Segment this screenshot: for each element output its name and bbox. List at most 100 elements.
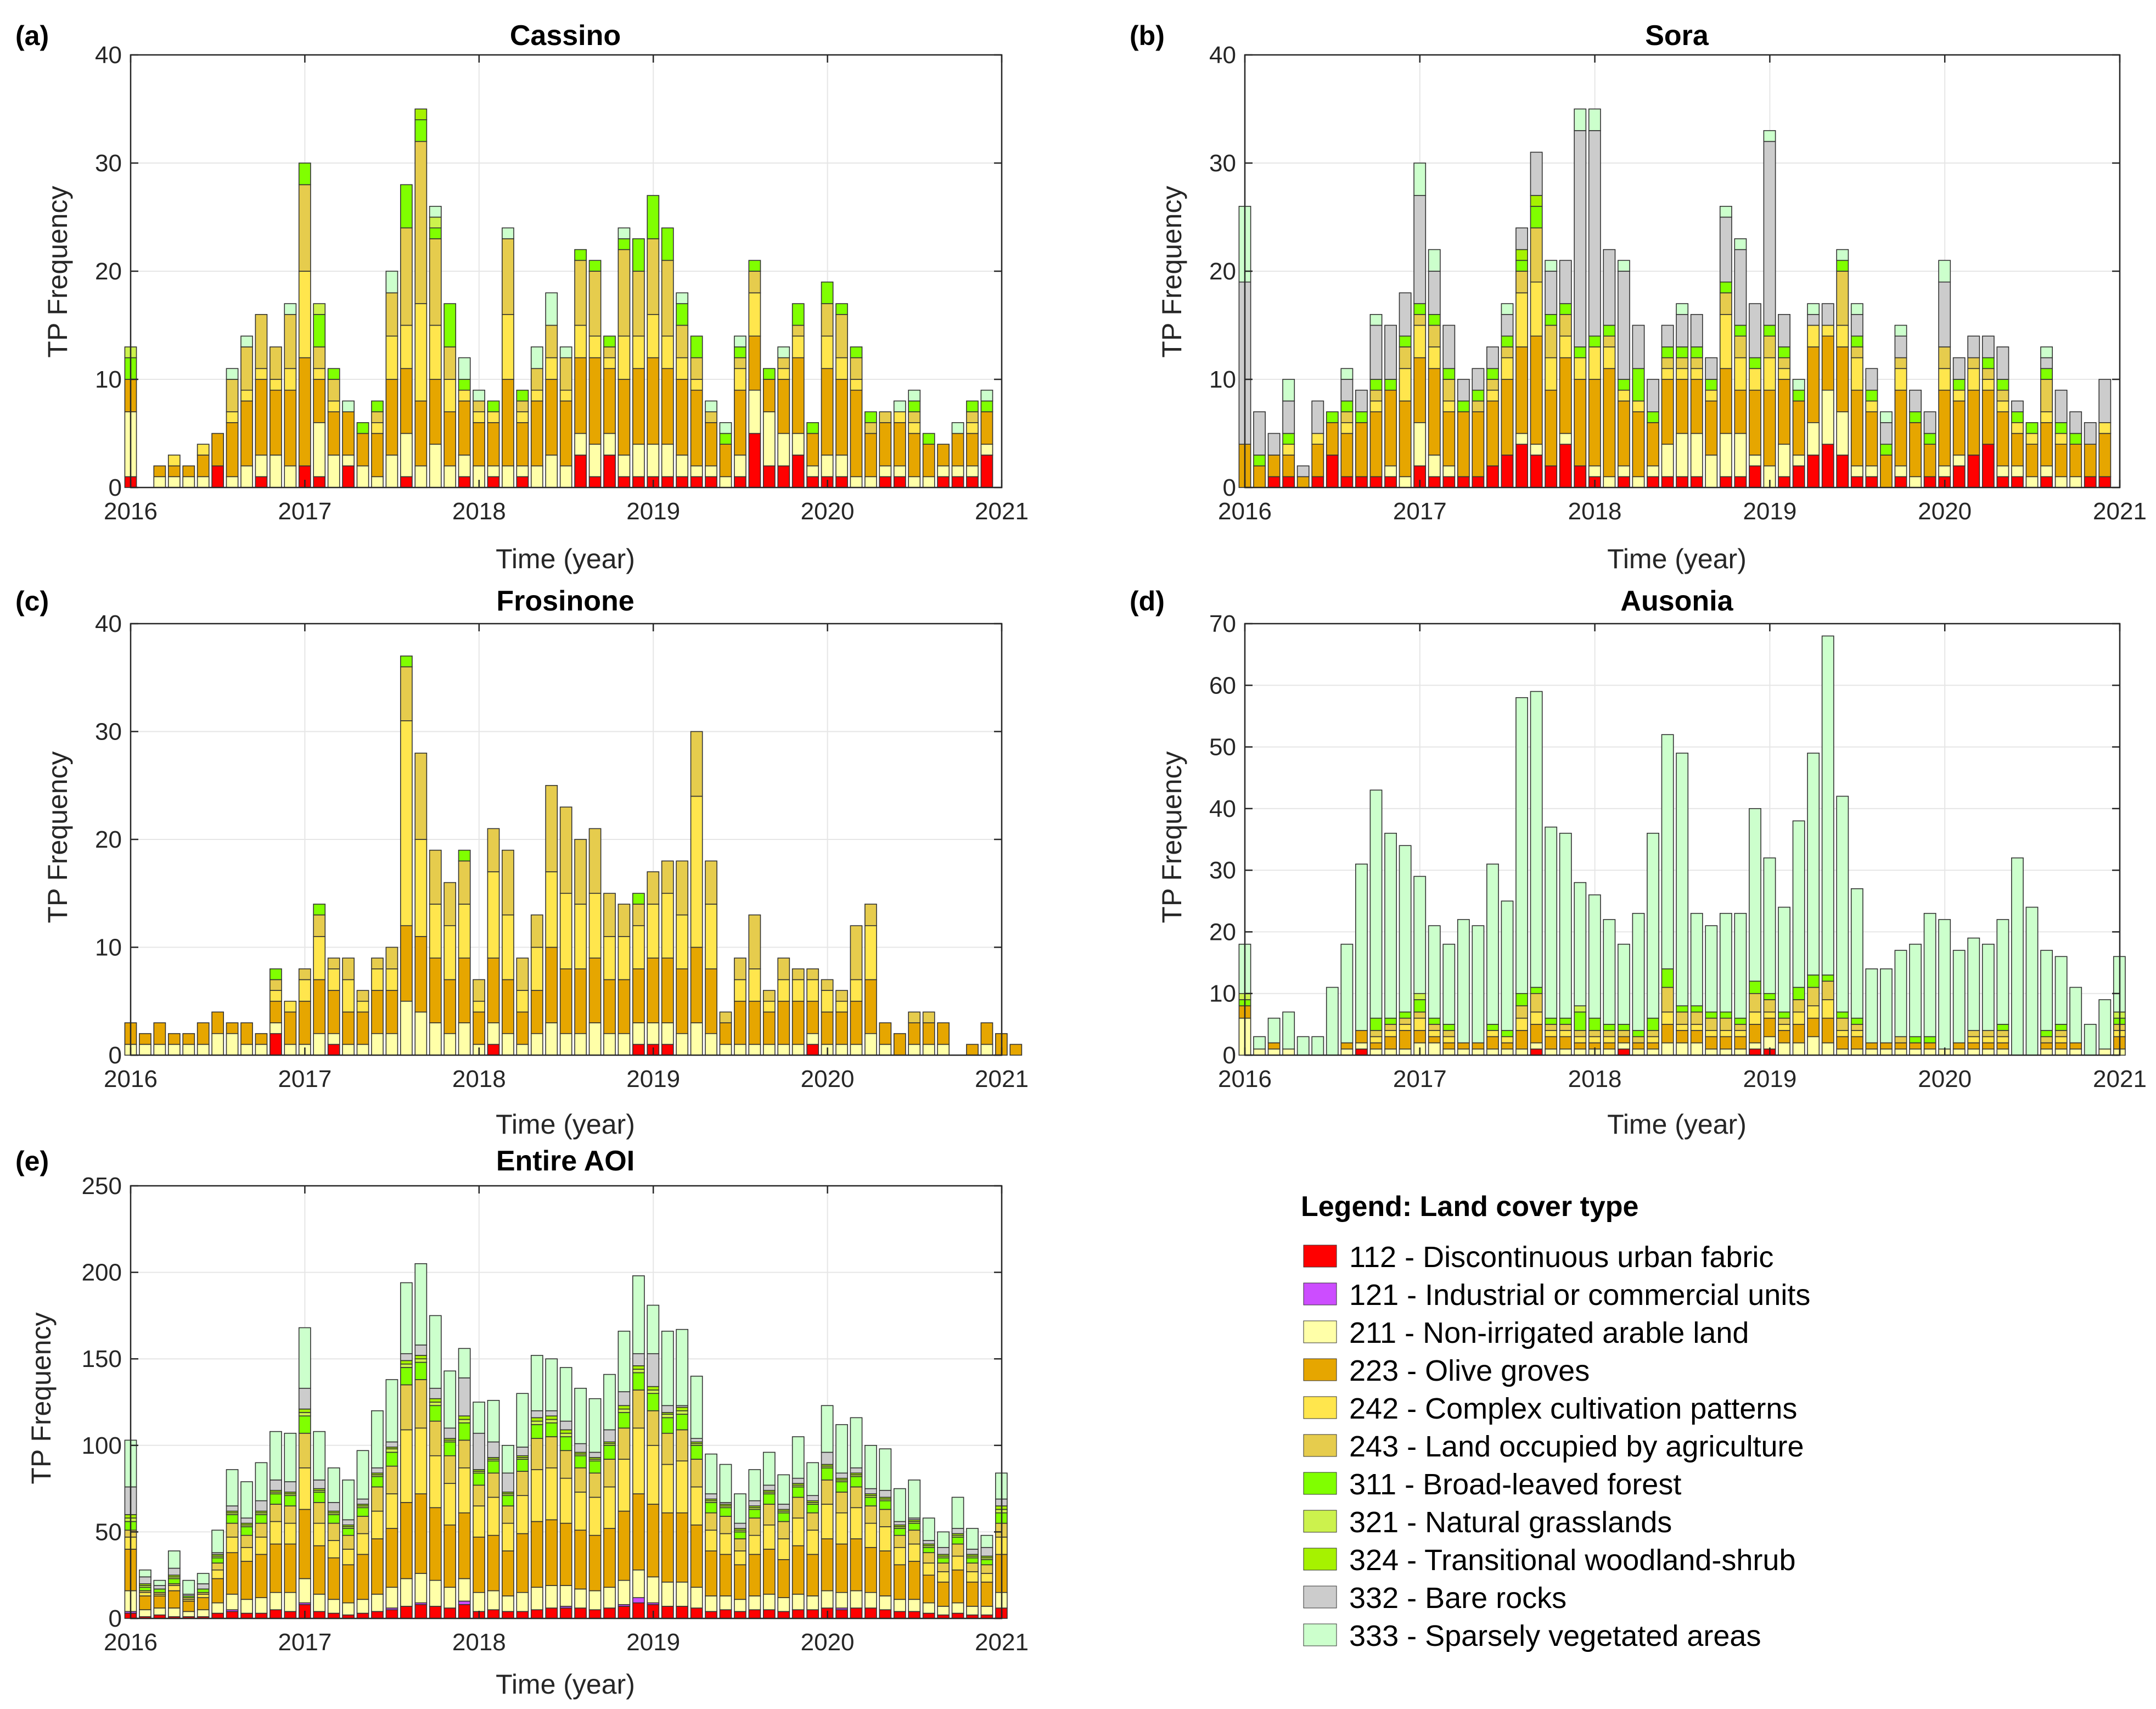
panel-d-bar-19-243 (1515, 1005, 1528, 1019)
panel-b-bar-29-332 (1661, 324, 1674, 348)
panel-b-bar-48-211 (1938, 465, 1951, 478)
panel-e-bar-4-223 (182, 1600, 195, 1612)
panel-a-bar-48-223 (821, 368, 834, 456)
panel-e-bar-38-242 (676, 1460, 689, 1514)
panel-d-bar-27-333 (1632, 912, 1645, 1031)
panel-a-bar-7-223 (226, 422, 239, 478)
panel-e-bar-49-112 (835, 1609, 848, 1619)
panel-a-ytick-label-1: 10 (95, 366, 122, 393)
panel-e-bar-52-332 (879, 1489, 892, 1498)
panel-e-bar-58-332 (966, 1549, 979, 1555)
panel-b-bar-37-211 (1778, 444, 1790, 478)
panel-a-bar-38-223 (676, 379, 689, 456)
panel-c-bar-31-243 (574, 839, 587, 905)
panel-b-bar-15-112 (1457, 476, 1470, 488)
panel-e-bar-47-211 (806, 1595, 819, 1611)
panel-e-xtick-label-1: 2017 (278, 1629, 332, 1656)
panel-d-bar-14-211 (1442, 1048, 1456, 1056)
panel-a-bar-29-243 (545, 324, 558, 358)
panel-e-bar-24-333 (473, 1402, 485, 1434)
panel-d-bar-21-223 (1545, 1036, 1558, 1050)
panel-a-ylabel: TP Frequency (42, 186, 73, 357)
panel-c-xtick-label-1: 2017 (278, 1066, 332, 1092)
panel-e-bar-8-211 (240, 1599, 253, 1614)
panel-c-bar-51-223 (864, 979, 877, 1034)
panel-e-xtick-label-0: 2016 (104, 1629, 158, 1656)
panel-e-bar-52-333 (879, 1448, 892, 1491)
panel-a-bar-22-223 (443, 411, 457, 467)
panel-a-bar-33-211 (603, 433, 616, 456)
panel-e-bar-15-243 (342, 1534, 355, 1550)
panel-b-ytick-label-1: 10 (1209, 366, 1236, 393)
panel-e-bar-33-211 (603, 1587, 616, 1609)
panel-a-bar-25-211 (487, 465, 500, 478)
panel-b-bar-35-242 (1749, 368, 1761, 391)
panel-d-bar-10-243 (1384, 1024, 1397, 1031)
panel-c-bar-2-223 (153, 1022, 166, 1045)
panel-e-bar-39-223 (690, 1524, 703, 1588)
panel-a-bar-7-333 (226, 368, 239, 380)
panel-c-title: Frosinone (496, 585, 634, 617)
panel-e-bar-13-223 (313, 1545, 326, 1595)
panel-a-bar-34-333 (617, 227, 631, 239)
panel-b-bar-49-332 (1952, 357, 1966, 380)
panel-a-bar-46-223 (791, 357, 805, 434)
legend-swatch-324 (1303, 1548, 1337, 1571)
panel-e-bar-55-243 (922, 1552, 935, 1564)
panel-b-bar-14-223 (1442, 411, 1456, 467)
panel-e-bar-46-112 (791, 1609, 805, 1619)
panel-b-bar-11-243 (1399, 346, 1412, 369)
panel-c-xtick-label-4: 2020 (801, 1066, 855, 1092)
panel-b-bar-44-223 (1880, 455, 1893, 488)
legend-item-112: 112 - Discontinuous urban fabric (1349, 1241, 1773, 1274)
panel-e-bar-31-243 (574, 1467, 587, 1493)
panel-e-bar-43-223 (748, 1554, 761, 1596)
panel-d-bar-55-311 (2040, 1030, 2053, 1038)
panel-c-ylabel: TP Frequency (42, 751, 73, 923)
panel-a-bar-58-112 (966, 476, 979, 488)
panel-b-bar-9-243 (1369, 389, 1383, 402)
panel-e-bar-25-311 (487, 1460, 500, 1474)
panel-c-bar-29-242 (545, 871, 558, 948)
panel-d-bar-46-223 (1909, 1042, 1922, 1050)
panel-c-bar-16-211 (356, 1044, 369, 1056)
panel-b-bar-25-332 (1603, 249, 1616, 326)
panel-e-bar-34-211 (617, 1579, 631, 1605)
panel-d-bar-9-311 (1369, 1017, 1383, 1031)
panel-e-bar-40-332 (705, 1493, 717, 1500)
panel-b-bar-3-223 (1282, 455, 1295, 478)
panel-e-bar-19-112 (400, 1606, 413, 1619)
panel-d-bar-43-211 (1865, 1048, 1878, 1056)
panel-c-bar-53-223 (893, 1033, 906, 1056)
panel-c-bar-25-211 (487, 1022, 500, 1045)
panel-d-bar-21-242 (1545, 1030, 1558, 1038)
panel-c-bar-32-211 (588, 1022, 602, 1056)
panel-a-bar-26-242 (502, 313, 514, 380)
panel-e-bar-2-211 (153, 1607, 166, 1616)
panel-c-bar-37-112 (661, 1044, 674, 1056)
panel-a-bar-41-211 (719, 476, 732, 488)
panel-c-bar-4-211 (182, 1044, 195, 1056)
panel-e-bar-20-112 (414, 1604, 428, 1619)
panel-b-bar-29-311 (1661, 346, 1674, 358)
panel-d-bar-13-211 (1428, 1042, 1441, 1056)
panel-c-bar-46-243 (791, 968, 805, 980)
panel-a-bar-30-333 (559, 346, 572, 358)
panel-a-bar-58-211 (966, 465, 979, 478)
panel-d-bar-50-223 (1967, 1042, 1980, 1050)
panel-c-bar-48-223 (821, 1011, 834, 1045)
panel-e-bar-27-223 (516, 1533, 529, 1593)
panel-e-bar-23-324 (458, 1415, 471, 1420)
panel-a-bar-31-112 (574, 455, 587, 488)
panel-e-bar-23-243 (458, 1439, 471, 1469)
panel-d-bar-8-333 (1355, 864, 1368, 1031)
panel-c-bar-30-242 (559, 893, 572, 970)
panel-a-bar-10-242 (270, 379, 282, 391)
panel-d-bar-27-311 (1632, 1030, 1645, 1038)
panel-c-bar-48-242 (821, 990, 834, 1013)
panel-e-bar-22-242 (443, 1483, 457, 1526)
panel-b-bar-27-242 (1632, 400, 1645, 412)
panel-d-bar-13-333 (1428, 925, 1441, 1019)
panel-b-bar-42-223 (1850, 389, 1863, 467)
legend-item-242: 242 - Complex cultivation patterns (1349, 1392, 1797, 1425)
